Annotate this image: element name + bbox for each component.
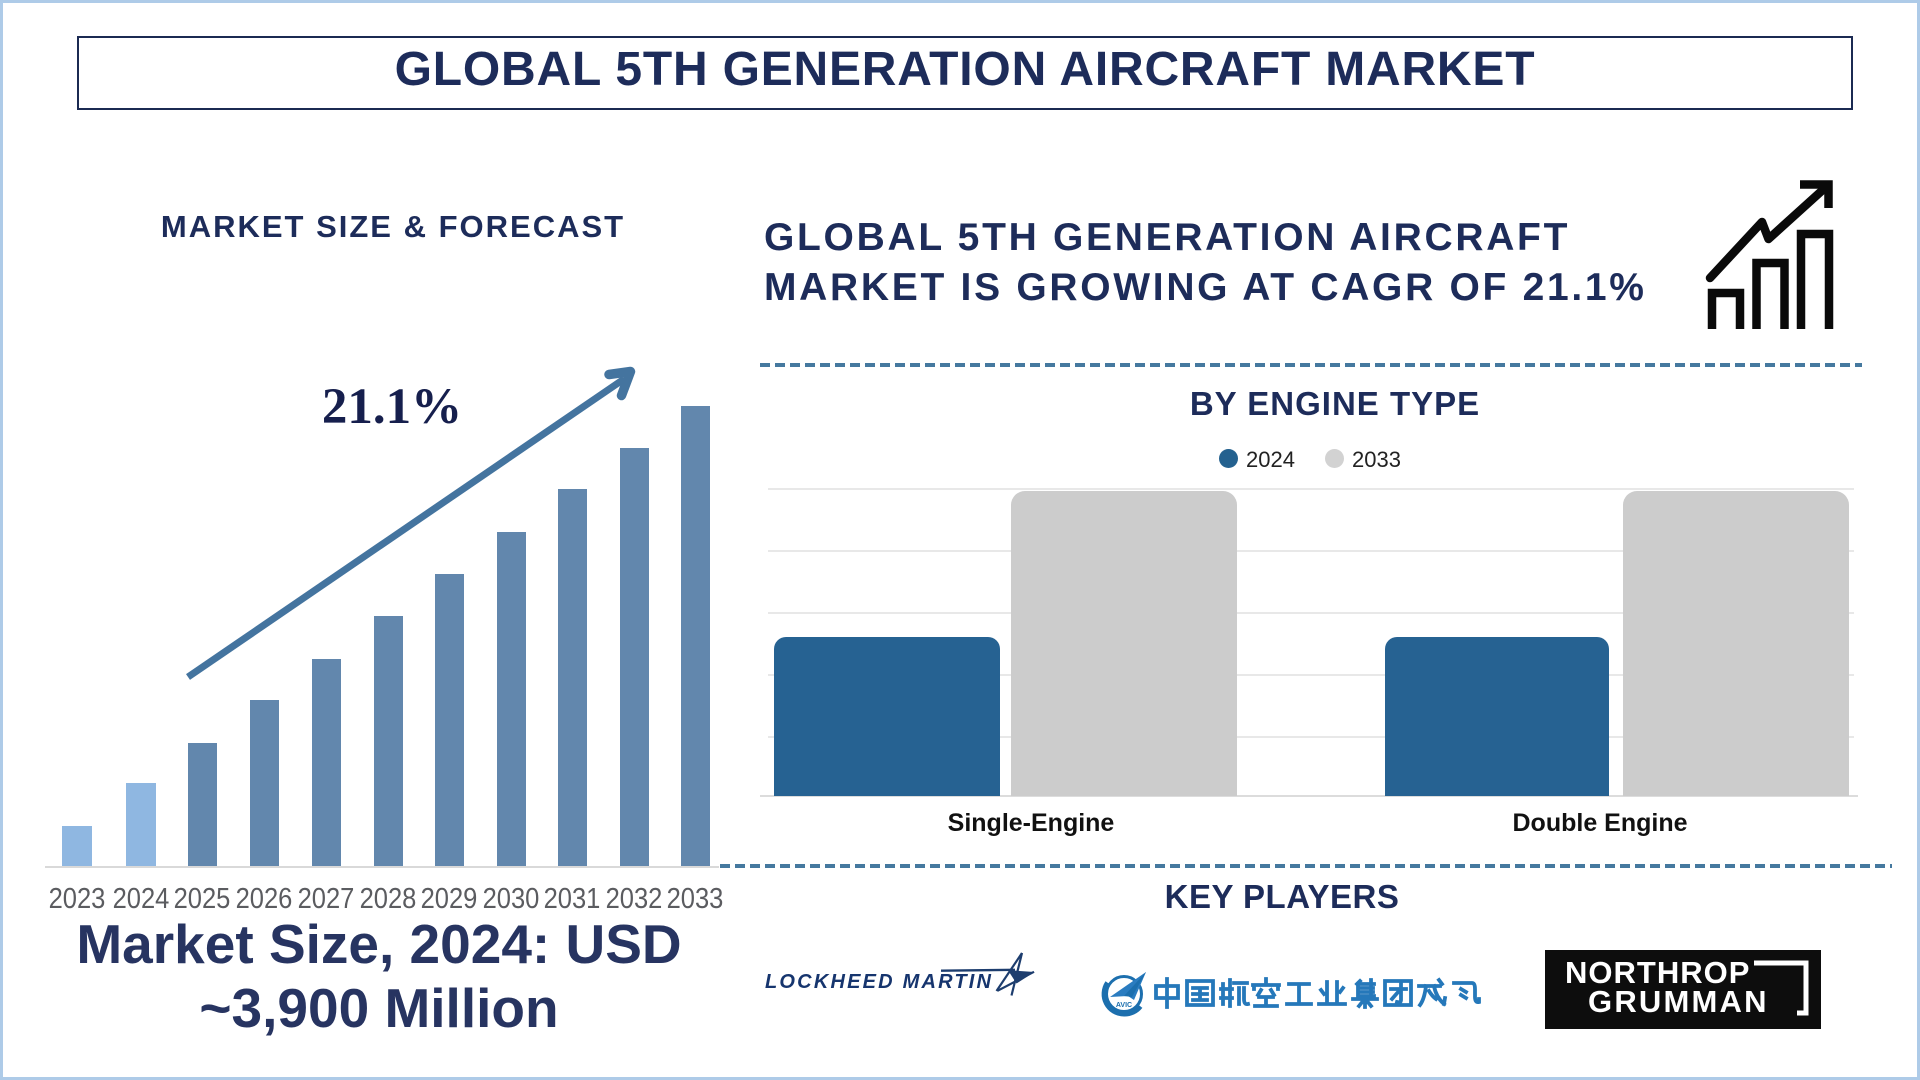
svg-text:AVIC: AVIC xyxy=(1116,1002,1132,1009)
